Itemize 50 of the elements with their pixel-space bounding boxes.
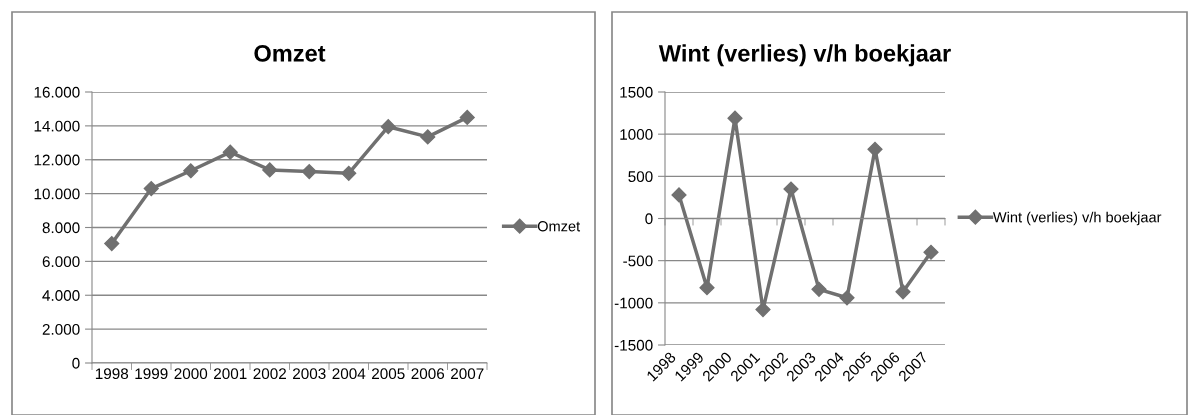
point: [380, 119, 396, 135]
point: [222, 144, 238, 160]
point: [755, 302, 771, 318]
y-tick-label: 12.000: [34, 154, 80, 166]
point: [895, 284, 911, 300]
point: [301, 164, 317, 180]
legend-label: Wint (verlies) v/h boekjaar: [992, 211, 1162, 226]
x-tick-label: 2004: [332, 368, 366, 380]
y-tick-label: 0: [645, 213, 653, 225]
y-tick-label: 4.000: [42, 290, 80, 301]
y-tick-label: 8.000: [42, 222, 80, 234]
point: [811, 281, 827, 297]
y-tick-label: 0: [72, 357, 80, 369]
point: [143, 180, 159, 197]
chart-title: Omzet: [254, 44, 326, 62]
point: [671, 187, 687, 203]
point: [727, 110, 743, 126]
point: [183, 163, 199, 179]
x-tick-label: 2005: [372, 368, 405, 380]
y-tick-label: 1500: [620, 86, 653, 98]
point: [699, 280, 715, 296]
x-tick-label: 2002: [253, 368, 286, 380]
point: [783, 181, 799, 197]
point: [420, 129, 436, 145]
legend-label: Omzet: [537, 221, 581, 232]
point: [923, 244, 939, 260]
point: [341, 165, 357, 181]
point: [867, 141, 883, 157]
y-tick-label: 2.000: [42, 323, 80, 335]
y-tick-label: 10.000: [34, 188, 80, 200]
y-tick-label: 500: [628, 171, 653, 183]
point: [104, 236, 120, 252]
point: [839, 290, 855, 306]
x-tick-label: 1998: [95, 368, 129, 380]
x-tick-label: 2003: [293, 368, 326, 380]
x-tick-label: 1999: [135, 368, 168, 380]
y-tick-label: 16.000: [34, 86, 80, 98]
x-tick-label: 2001: [214, 368, 247, 380]
y-tick-label: 6.000: [42, 256, 80, 268]
x-tick-label: 2000: [174, 368, 208, 380]
chart-title: Wint (verlies) v/h boekjaar: [658, 44, 951, 67]
y-tick-label: 1000: [620, 129, 653, 140]
point: [262, 162, 278, 178]
y-tick-label: -500: [623, 255, 653, 267]
x-tick-label: 2006: [411, 368, 445, 380]
y-tick-label: -1500: [614, 339, 653, 351]
point: [459, 109, 475, 125]
x-tick-label: 2007: [451, 368, 484, 380]
y-tick-label: -1000: [614, 297, 653, 309]
y-tick-label: 14.000: [34, 120, 80, 132]
